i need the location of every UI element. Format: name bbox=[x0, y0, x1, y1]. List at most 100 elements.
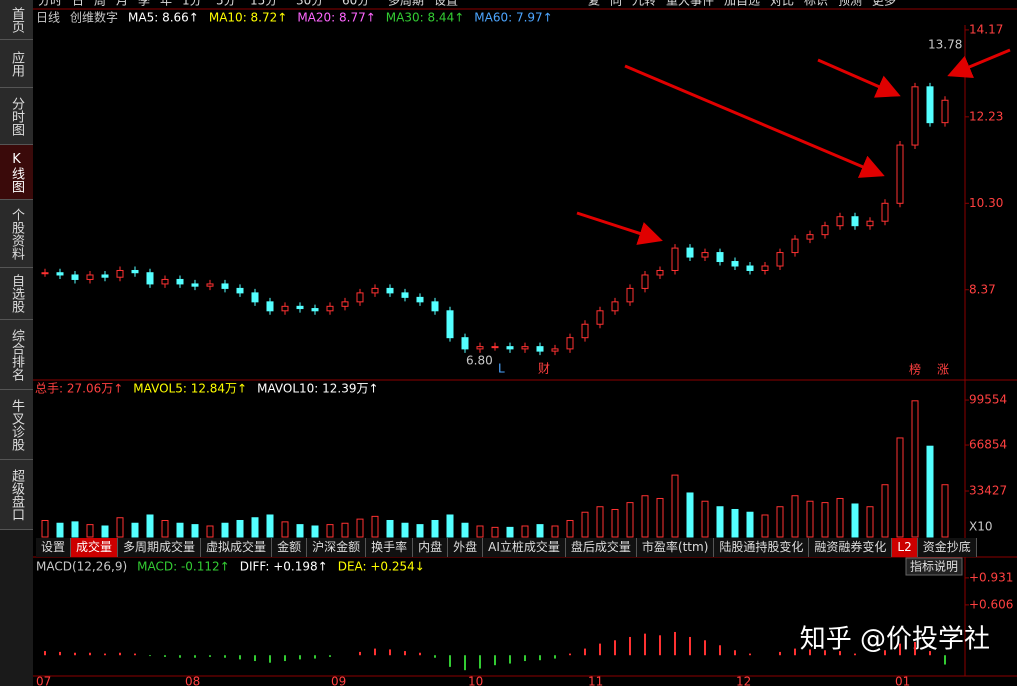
macd-help-button[interactable] bbox=[905, 557, 963, 576]
y-tick-label: 14.17 bbox=[969, 22, 1003, 36]
candle-body bbox=[176, 278, 184, 285]
top-menu-item[interactable]: 预测 bbox=[838, 0, 862, 8]
top-menu-item[interactable]: 60分 bbox=[342, 0, 369, 8]
sidebar-tab[interactable]: 应用 bbox=[0, 40, 33, 88]
indicator-tab[interactable]: 内盘 bbox=[413, 538, 449, 557]
indicator-tab[interactable]: 沪深金额 bbox=[307, 538, 367, 557]
volume-bar bbox=[191, 524, 199, 538]
volume-bar bbox=[116, 517, 124, 538]
volume-bar bbox=[791, 495, 799, 538]
volume-bar bbox=[371, 515, 379, 538]
top-menu-item[interactable]: 九转 bbox=[632, 0, 656, 8]
sidebar-tab[interactable]: 综合排名 bbox=[0, 320, 33, 390]
volume-bar bbox=[641, 495, 649, 538]
top-menu-item[interactable]: 多周期 bbox=[388, 0, 424, 8]
top-menu-item[interactable]: 同 bbox=[610, 0, 622, 8]
x-tick-label: 11 bbox=[588, 675, 603, 686]
candle-body bbox=[131, 269, 139, 274]
candle-body bbox=[641, 274, 649, 289]
y-tick-label: 66854 bbox=[969, 438, 1007, 452]
candle-body bbox=[431, 301, 439, 312]
indicator-tab[interactable]: 融资融券变化 bbox=[809, 538, 893, 557]
note: L bbox=[498, 362, 505, 376]
candle-body bbox=[221, 283, 229, 289]
candle-body bbox=[701, 252, 709, 258]
volume-bar bbox=[686, 492, 694, 538]
sidebar-tab[interactable]: 牛叉诊股 bbox=[0, 390, 33, 460]
legend-item: 总手: 27.06万↑ bbox=[35, 382, 123, 396]
y-tick-label: 33427 bbox=[969, 484, 1007, 498]
legend-item: DIFF: +0.198↑ bbox=[240, 560, 328, 574]
top-menu-item[interactable]: 标识 bbox=[804, 0, 828, 8]
indicator-tab[interactable]: 多周期成交量 bbox=[118, 538, 202, 557]
sidebar-tab[interactable]: 超级盘口 bbox=[0, 460, 33, 530]
indicator-tab[interactable]: 外盘 bbox=[448, 538, 484, 557]
indicator-tab[interactable]: 资金抄底 bbox=[917, 538, 977, 557]
candle-body bbox=[386, 287, 394, 294]
sidebar-tab[interactable]: 首页 bbox=[0, 0, 33, 40]
top-menu-item[interactable]: 30分 bbox=[296, 0, 323, 8]
sidebar-tab[interactable]: 个股资料 bbox=[0, 200, 33, 268]
indicator-tab[interactable]: 换手率 bbox=[366, 538, 414, 557]
candle-body bbox=[401, 292, 409, 298]
indicator-tab[interactable]: L2 bbox=[892, 538, 918, 557]
candle-body bbox=[836, 216, 844, 227]
sidebar-tab[interactable]: K线图 bbox=[0, 145, 33, 200]
top-menu-item[interactable]: 月 bbox=[116, 0, 128, 8]
frame bbox=[33, 8, 1017, 677]
volume-bar bbox=[41, 519, 49, 538]
x-tick-label: 01 bbox=[895, 675, 910, 686]
indicator-tab[interactable]: 市盈率(ttm) bbox=[636, 538, 715, 557]
candle-body bbox=[266, 301, 274, 312]
volume-bar bbox=[416, 524, 424, 538]
top-menu-item[interactable]: 15分 bbox=[250, 0, 277, 8]
sidebar-tab[interactable]: 自选股 bbox=[0, 268, 33, 320]
top-menu-item[interactable]: 分时 bbox=[38, 0, 62, 8]
sidebar-tab[interactable]: 分时图 bbox=[0, 88, 33, 145]
legend-item: MA10: 8.72↑ bbox=[209, 11, 287, 25]
volume-bar bbox=[326, 524, 334, 538]
watermark: 知乎 @价投学社 bbox=[800, 625, 990, 655]
volume-bar bbox=[716, 506, 724, 538]
top-menu-item[interactable]: 日 bbox=[72, 0, 84, 8]
top-menu-item[interactable]: 加自选 bbox=[724, 0, 760, 8]
legend-item: MA5: 8.66↑ bbox=[128, 11, 199, 25]
y-tick-label: 10.30 bbox=[969, 196, 1003, 210]
candle-body bbox=[101, 274, 109, 278]
volume-bar bbox=[311, 525, 319, 538]
legend-item: 日线 bbox=[36, 11, 60, 25]
top-menu-item[interactable]: 周 bbox=[94, 0, 106, 8]
volume-bar bbox=[881, 484, 889, 538]
top-menu-item[interactable]: 复 bbox=[588, 0, 600, 8]
candle-body bbox=[926, 86, 934, 124]
top-menu-item[interactable]: 年 bbox=[160, 0, 172, 8]
indicator-tab[interactable]: 金额 bbox=[272, 538, 308, 557]
top-menu-item[interactable]: 对比 bbox=[770, 0, 794, 8]
indicator-tab[interactable]: 设置 bbox=[36, 538, 72, 557]
volume-bar bbox=[236, 519, 244, 538]
candle-body bbox=[851, 216, 859, 227]
indicator-tab[interactable]: 陆股通持股变化 bbox=[714, 538, 810, 557]
candle-body bbox=[716, 252, 724, 263]
candle-body bbox=[731, 261, 739, 267]
top-menu-item[interactable]: 季 bbox=[138, 0, 150, 8]
top-menu-item[interactable]: 设置 bbox=[434, 0, 458, 8]
top-menu-item[interactable]: 5分 bbox=[216, 0, 236, 8]
candle-body bbox=[146, 272, 154, 285]
volume-bar bbox=[536, 524, 544, 538]
candle-body bbox=[626, 287, 634, 303]
indicator-tab[interactable]: 盘后成交量 bbox=[565, 538, 637, 557]
indicator-tab[interactable]: 虚拟成交量 bbox=[201, 538, 273, 557]
indicator-tab[interactable]: 成交量 bbox=[71, 538, 119, 557]
volume-bar bbox=[386, 519, 394, 538]
volume-bar bbox=[506, 526, 514, 538]
indicator-tab[interactable]: AI立桩成交量 bbox=[483, 538, 566, 557]
volume-bar bbox=[671, 474, 679, 538]
candle-body bbox=[671, 247, 679, 271]
macd-help-label[interactable]: 指标说明 bbox=[910, 559, 958, 574]
top-menu-item[interactable]: 更多 bbox=[872, 0, 896, 8]
volume-bar bbox=[701, 500, 709, 538]
top-menu-item[interactable]: 重大事件 bbox=[666, 0, 714, 8]
top-menu-item[interactable]: 1分 bbox=[182, 0, 202, 8]
